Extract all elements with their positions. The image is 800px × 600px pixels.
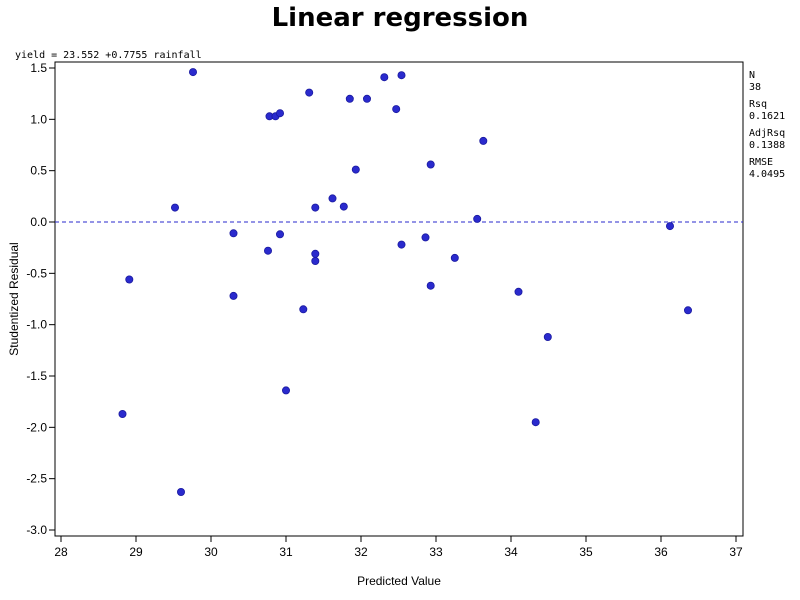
x-tick-label: 28	[54, 545, 68, 559]
stat-value: 0.1388	[749, 140, 785, 151]
data-point	[170, 203, 179, 212]
chart-title: Linear regression	[272, 3, 529, 33]
x-tick-label: 35	[579, 545, 593, 559]
data-point	[684, 306, 693, 315]
data-point	[426, 281, 435, 290]
data-point	[543, 332, 552, 341]
y-tick-label: -1.5	[26, 369, 47, 383]
x-tick-label: 37	[729, 545, 743, 559]
data-point	[176, 487, 185, 496]
data-point	[263, 246, 272, 255]
data-point	[479, 136, 488, 145]
data-point	[531, 418, 540, 427]
x-tick-label: 33	[429, 545, 443, 559]
data-point	[118, 409, 127, 418]
data-point	[188, 68, 197, 77]
data-point	[305, 88, 314, 97]
data-point	[362, 94, 371, 103]
stat-label: N	[749, 70, 755, 81]
y-tick-label: 0.0	[30, 215, 47, 229]
y-tick-label: -0.5	[26, 266, 47, 280]
x-tick-label: 30	[204, 545, 218, 559]
data-point	[397, 240, 406, 249]
data-point	[666, 222, 675, 231]
stat-label: Rsq	[749, 99, 767, 110]
y-axis: 1.5 1.0 0.5 0.0 -0.5 -1.0 -1.5 -2.0 -2.5 -3.0	[26, 61, 55, 537]
data-point	[345, 94, 354, 103]
data-point	[426, 160, 435, 169]
stat-value: 38	[749, 82, 761, 93]
stat-label: RMSE	[749, 157, 773, 168]
x-tick-label: 31	[279, 545, 293, 559]
y-tick-label: -2.5	[26, 472, 47, 486]
stat-label: AdjRsq	[749, 128, 785, 139]
y-tick-label: -1.0	[26, 318, 47, 332]
data-point	[311, 203, 320, 212]
y-tick-label: 1.5	[30, 61, 47, 75]
plot-area-frame	[54, 61, 744, 537]
x-tick-label: 34	[504, 545, 518, 559]
data-point	[281, 386, 290, 395]
data-point	[421, 233, 430, 242]
data-point	[311, 256, 320, 265]
y-axis-label: Studentized Residual	[7, 242, 21, 355]
y-tick-label: 1.0	[30, 112, 47, 126]
data-point	[514, 287, 523, 296]
data-points	[118, 68, 693, 496]
data-point	[299, 305, 308, 314]
data-point	[339, 202, 348, 211]
data-point	[397, 71, 406, 80]
regression-equation: yield = 23.552 +0.7755 rainfall	[15, 50, 202, 61]
y-tick-label: -2.0	[26, 420, 47, 434]
data-point	[229, 229, 238, 238]
stat-value: 0.1621	[749, 111, 785, 122]
y-tick-label: 0.5	[30, 164, 47, 178]
y-tick-label: -3.0	[26, 523, 47, 537]
stat-value: 4.0495	[749, 169, 785, 180]
data-point	[275, 109, 284, 118]
x-tick-label: 32	[354, 545, 368, 559]
data-point	[351, 165, 360, 174]
data-point	[311, 249, 320, 258]
x-axis-label: Predicted Value	[357, 574, 441, 588]
data-point	[450, 253, 459, 262]
x-axis: 28 29 30 31 32 33 34 35 36 37	[54, 536, 743, 559]
data-point	[229, 291, 238, 300]
x-tick-label: 36	[654, 545, 668, 559]
data-point	[275, 230, 284, 239]
data-point	[473, 214, 482, 223]
data-point	[392, 105, 401, 114]
x-tick-label: 29	[129, 545, 143, 559]
data-point	[125, 275, 134, 284]
data-point	[380, 73, 389, 82]
data-point	[328, 194, 337, 203]
